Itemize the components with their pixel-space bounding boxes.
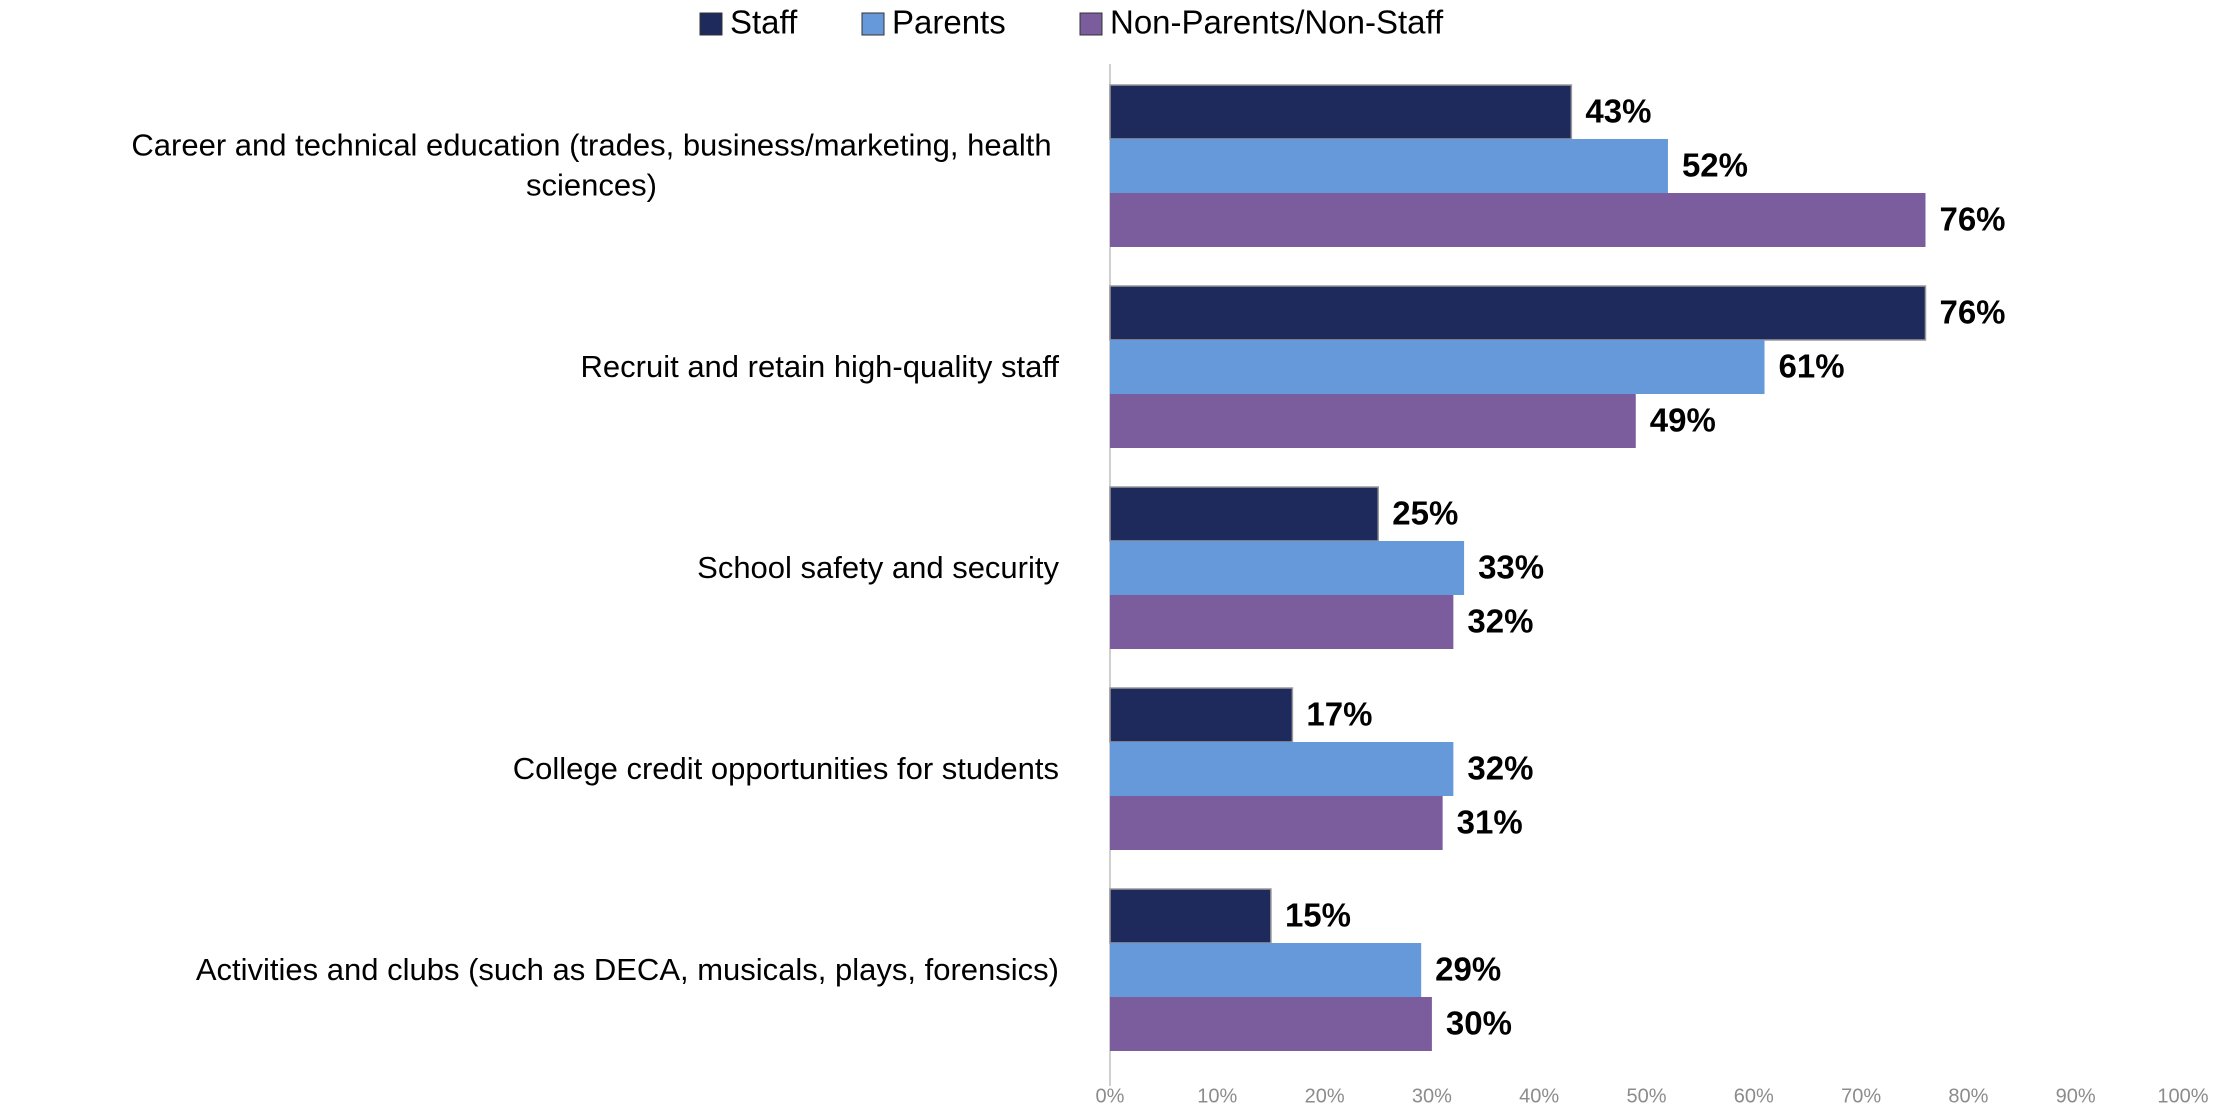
legend-swatch: [861, 12, 885, 36]
data-label: 31%: [1457, 804, 1523, 841]
bar: [1110, 997, 1432, 1051]
x-tick-label: 0%: [1096, 1085, 1125, 1107]
category-label: Activities and clubs (such as DECA, musi…: [195, 951, 1059, 987]
x-tick-label: 80%: [1948, 1085, 1988, 1107]
legend-swatch: [1079, 12, 1103, 36]
category-label: College credit opportunities for student…: [512, 750, 1059, 786]
bar: [1109, 687, 1294, 743]
bar: [1110, 139, 1668, 193]
data-label: 32%: [1467, 603, 1533, 640]
data-label: 33%: [1478, 549, 1544, 586]
data-label: 29%: [1435, 951, 1501, 988]
legend-label: Parents: [892, 4, 1006, 41]
legend-label: Staff: [730, 4, 798, 41]
bar: [1110, 394, 1636, 448]
bar: [1110, 340, 1765, 394]
bar: [1110, 943, 1422, 997]
data-label: 43%: [1585, 93, 1651, 130]
x-tick-label: 70%: [1841, 1085, 1881, 1107]
data-label: 76%: [1939, 201, 2005, 238]
category-label: Career and technical education (trades, …: [131, 127, 1052, 203]
bar: [1109, 84, 1573, 140]
x-tick-label: 90%: [2056, 1085, 2096, 1107]
bar: [1110, 595, 1454, 649]
data-label: 52%: [1682, 147, 1748, 184]
data-label: 32%: [1467, 750, 1533, 787]
bar: [1110, 742, 1454, 796]
x-tick-label: 10%: [1197, 1085, 1237, 1107]
bar: [1109, 486, 1379, 542]
data-label: 61%: [1779, 348, 1845, 385]
x-tick-label: 30%: [1412, 1085, 1452, 1107]
category-label: School safety and security: [697, 549, 1059, 585]
x-tick-label: 20%: [1305, 1085, 1345, 1107]
legend-label: Non-Parents/Non-Staff: [1110, 4, 1444, 41]
legend-swatch: [699, 12, 723, 36]
data-label: 15%: [1285, 897, 1351, 934]
x-tick-label: 40%: [1519, 1085, 1559, 1107]
bar: [1109, 285, 1927, 341]
data-label: 30%: [1446, 1005, 1512, 1042]
data-label: 76%: [1939, 294, 2005, 331]
bar: [1110, 193, 1926, 247]
category-label: Recruit and retain high-quality staff: [580, 348, 1059, 384]
x-tick-label: 100%: [2157, 1085, 2208, 1107]
data-label: 49%: [1650, 402, 1716, 439]
bar: [1110, 541, 1465, 595]
x-tick-label: 50%: [1626, 1085, 1666, 1107]
data-label: 17%: [1306, 696, 1372, 733]
bar: [1109, 888, 1272, 944]
data-label: 25%: [1392, 495, 1458, 532]
x-tick-label: 60%: [1734, 1085, 1774, 1107]
bar: [1110, 796, 1443, 850]
